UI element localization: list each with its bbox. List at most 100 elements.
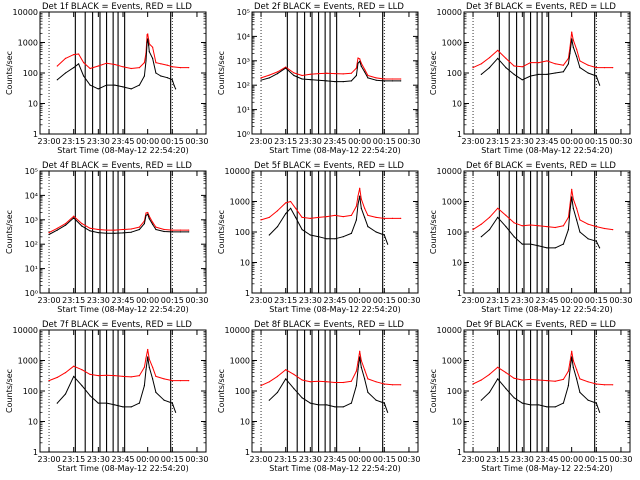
data-point-events: [326, 404, 328, 406]
series-line-events: [48, 213, 189, 235]
data-point-lld: [367, 378, 369, 380]
data-point-events: [122, 86, 124, 88]
data-point-events: [572, 46, 574, 48]
y-tick-label: 100: [235, 228, 250, 237]
y-tick-label: 1000: [442, 198, 462, 207]
data-point-events: [538, 73, 540, 75]
data-point-lld: [276, 210, 279, 212]
data-point-events: [106, 84, 108, 86]
data-point-lld: [285, 369, 287, 371]
x-tick-label: 00:00: [348, 137, 371, 146]
data-point-lld: [155, 62, 157, 64]
x-tick-label: 23:00: [250, 455, 273, 464]
data-point-events: [171, 231, 173, 233]
data-point-lld: [554, 63, 556, 65]
data-point-events: [163, 399, 165, 401]
data-point-events: [391, 80, 394, 82]
data-point-lld: [318, 216, 320, 218]
y-tick-label: 10: [28, 418, 38, 427]
data-point-lld: [81, 369, 83, 371]
data-point-lld: [391, 384, 394, 386]
data-point-events: [521, 402, 523, 404]
data-point-lld: [576, 369, 578, 371]
data-point-lld: [138, 375, 140, 377]
data-point-events: [97, 402, 99, 404]
data-point-events: [576, 55, 578, 58]
data-point-lld: [334, 214, 336, 216]
detector-panel: Det 2f BLACK = Events, RED = LLD 10⁰ 10¹ 10…: [217, 2, 420, 155]
data-point-lld: [64, 223, 67, 225]
data-point-events: [480, 73, 482, 75]
x-tick-label: 00:30: [185, 455, 208, 464]
x-tick-label: 00:15: [373, 137, 396, 146]
data-point-lld: [571, 31, 573, 33]
panel-title: Det 6f BLACK = Events, RED = LLD: [466, 161, 616, 171]
data-point-events: [350, 232, 352, 234]
x-tick-label: 23:15: [486, 455, 509, 464]
x-tick-label: 00:00: [348, 455, 371, 464]
series-line-lld: [260, 187, 401, 221]
data-point-lld: [106, 62, 108, 64]
x-tick-label: 23:00: [462, 296, 485, 305]
data-point-events: [342, 236, 344, 238]
data-point-events: [355, 219, 357, 221]
data-point-lld: [130, 228, 132, 230]
y-tick-label: 10¹: [237, 106, 250, 115]
series-line-lld: [472, 350, 613, 386]
data-point-events: [546, 247, 548, 249]
series-line-events: [268, 356, 389, 413]
y-tick-label: 10000: [225, 326, 250, 335]
data-point-lld: [497, 49, 499, 52]
data-point-lld: [391, 78, 394, 80]
data-point-events: [359, 356, 361, 358]
data-point-events: [148, 218, 150, 220]
y-tick-label: 10⁰: [25, 289, 38, 298]
data-point-events: [562, 71, 565, 73]
data-point-lld: [152, 366, 154, 368]
data-point-events: [152, 57, 154, 60]
data-point-lld: [152, 46, 154, 48]
data-point-lld: [364, 68, 366, 70]
data-point-lld: [318, 73, 320, 75]
plot-frame: [251, 329, 419, 453]
data-point-events: [290, 207, 292, 209]
x-tick-label: 23:30: [299, 455, 322, 464]
data-point-events: [268, 77, 270, 79]
data-point-lld: [56, 65, 58, 67]
series-line-lld: [48, 212, 189, 234]
data-point-lld: [360, 62, 362, 64]
x-tick-label: 23:45: [535, 455, 558, 464]
data-point-lld: [342, 216, 344, 218]
series-line-events: [56, 356, 177, 413]
data-point-events: [530, 243, 532, 245]
data-point-lld: [587, 223, 589, 225]
x-tick-label: 23:00: [250, 137, 273, 146]
data-point-lld: [148, 358, 150, 360]
data-point-lld: [285, 202, 287, 204]
data-point-events: [480, 236, 482, 238]
data-point-events: [375, 79, 377, 81]
detector-panel: Det 1f BLACK = Events, RED = LLD 1 10 100 10…: [5, 2, 208, 155]
data-point-lld: [89, 227, 91, 229]
data-point-events: [106, 232, 108, 234]
y-axis-label: Counts/sec: [5, 210, 14, 254]
y-tick-label: 1: [245, 289, 250, 298]
data-point-events: [587, 399, 589, 401]
plot-frame: [251, 170, 419, 294]
data-point-events: [73, 67, 75, 69]
data-point-events: [599, 247, 601, 249]
data-point-lld: [571, 350, 573, 352]
data-point-events: [387, 243, 389, 245]
data-point-lld: [64, 372, 67, 374]
data-point-events: [342, 406, 344, 408]
data-point-events: [130, 231, 132, 233]
data-point-lld: [567, 216, 570, 218]
x-axis-label: Start Time (08-May-12 22:54:20): [481, 464, 612, 473]
data-point-lld: [567, 370, 570, 372]
data-point-lld: [562, 64, 565, 66]
data-point-lld: [359, 350, 361, 352]
data-point-lld: [383, 78, 385, 80]
data-point-events: [56, 229, 58, 231]
data-point-events: [122, 232, 124, 234]
panel-title: Det 9f BLACK = Events, RED = LLD: [466, 320, 616, 330]
